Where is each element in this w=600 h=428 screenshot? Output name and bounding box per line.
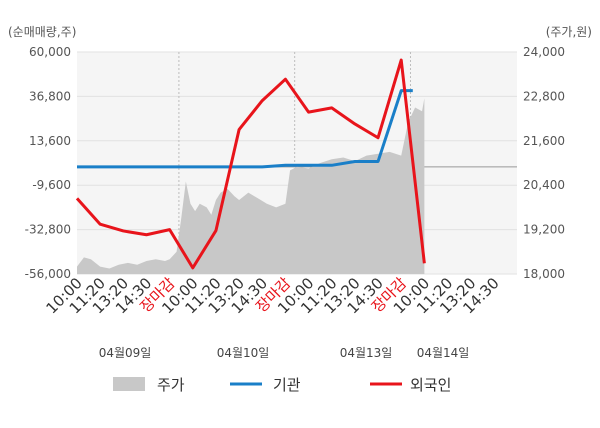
right-tick-label: 20,400	[523, 178, 565, 192]
right-axis-unit: (주가,원)	[546, 25, 592, 39]
right-axis-ticks: 24,000 22,800 21,600 20,400 19,200 18,000	[523, 45, 565, 281]
date-labels: 04월09일 04월10일 04월13일 04월14일	[99, 346, 470, 360]
legend-label-institution: 기관	[273, 376, 301, 394]
date-label: 04월10일	[217, 346, 270, 360]
right-tick-label: 21,600	[523, 134, 565, 148]
line-layer	[75, 58, 426, 270]
date-label: 04월13일	[340, 346, 393, 360]
institution-line	[77, 89, 413, 169]
left-tick-label: -32,800	[25, 223, 71, 237]
right-tick-label: 18,000	[523, 267, 565, 281]
price-area-layer	[77, 98, 425, 274]
price-area	[77, 98, 425, 274]
left-axis-unit: (순매매량,주)	[8, 25, 76, 39]
left-tick-label: -9,600	[32, 178, 71, 192]
left-tick-label: -56,000	[25, 267, 71, 281]
left-tick-label: 36,800	[29, 89, 71, 103]
x-axis-ticks: 10:0011:2013:2014:30장마감10:0011:2013:2014…	[43, 274, 503, 317]
legend-label-foreign: 외국인	[410, 376, 451, 394]
left-axis-ticks: 60,000 36,800 13,600 -9,600 -32,800 -56,000	[25, 45, 71, 281]
right-tick-label: 22,800	[523, 89, 565, 103]
left-tick-label: 13,600	[29, 134, 71, 148]
foreign-line	[75, 58, 426, 270]
legend-label-price: 주가	[157, 376, 185, 394]
right-tick-label: 24,000	[523, 45, 565, 59]
legend: 주가 기관 외국인	[113, 376, 451, 394]
date-label: 04월09일	[99, 346, 152, 360]
date-label: 04월14일	[417, 346, 470, 360]
legend-swatch-price	[113, 377, 145, 391]
left-tick-label: 60,000	[29, 45, 71, 59]
right-tick-label: 19,200	[523, 223, 565, 237]
